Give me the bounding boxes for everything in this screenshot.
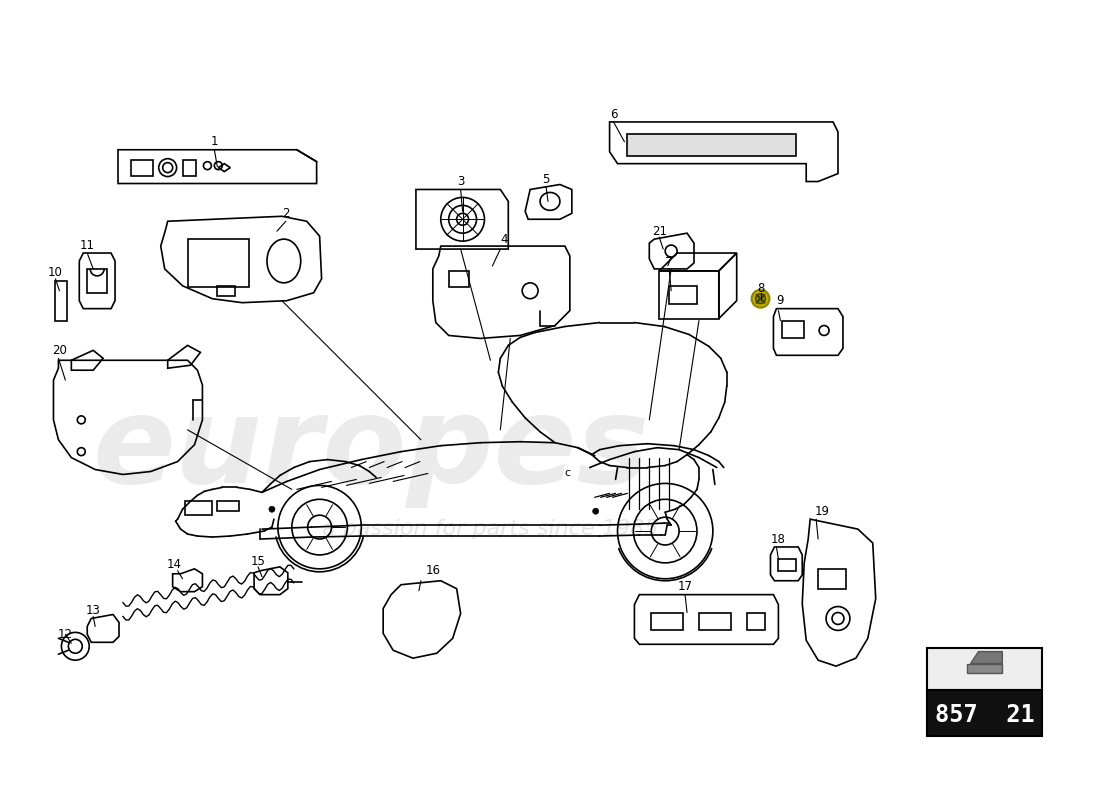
Bar <box>185 502 212 515</box>
Bar <box>651 613 683 630</box>
Circle shape <box>751 290 770 308</box>
Text: 857  21: 857 21 <box>935 702 1034 726</box>
Text: 2: 2 <box>282 207 289 220</box>
Text: 6: 6 <box>609 107 617 121</box>
Text: 8: 8 <box>757 282 764 295</box>
Text: 17: 17 <box>678 580 693 593</box>
Circle shape <box>593 508 598 514</box>
Bar <box>747 613 764 630</box>
Text: 9: 9 <box>777 294 784 307</box>
Text: 18: 18 <box>771 533 785 546</box>
Text: 14: 14 <box>167 558 183 571</box>
Text: europes: europes <box>92 391 650 508</box>
Bar <box>698 613 730 630</box>
Bar <box>927 690 1042 736</box>
Bar <box>818 569 846 589</box>
Bar <box>183 160 197 175</box>
Text: 15: 15 <box>251 555 265 568</box>
Circle shape <box>270 506 275 512</box>
Text: 7: 7 <box>666 257 673 270</box>
Bar <box>782 321 804 338</box>
Polygon shape <box>970 652 1002 663</box>
Text: 20: 20 <box>52 344 67 357</box>
Bar <box>669 286 697 304</box>
Bar <box>87 269 107 293</box>
Text: 21: 21 <box>651 225 667 238</box>
Text: 12: 12 <box>58 628 73 641</box>
Bar <box>187 239 249 286</box>
Bar <box>627 134 796 156</box>
Polygon shape <box>967 663 1002 674</box>
Text: 13: 13 <box>86 604 100 617</box>
Text: 1: 1 <box>210 135 218 148</box>
Text: 5: 5 <box>542 173 550 186</box>
Text: 11: 11 <box>79 238 95 251</box>
Bar <box>218 286 235 296</box>
Bar <box>779 559 796 571</box>
Text: a passion for parts since 1985: a passion for parts since 1985 <box>322 519 659 539</box>
Bar <box>131 160 153 175</box>
Text: 10: 10 <box>48 266 63 279</box>
Text: c: c <box>564 469 571 478</box>
Bar <box>55 281 67 321</box>
Text: 19: 19 <box>815 505 829 518</box>
Bar <box>449 271 469 286</box>
Text: 3: 3 <box>456 175 464 188</box>
Text: 4: 4 <box>500 233 508 246</box>
Bar <box>218 502 239 511</box>
Text: 16: 16 <box>426 564 440 578</box>
Bar <box>927 648 1042 690</box>
Circle shape <box>756 294 766 304</box>
